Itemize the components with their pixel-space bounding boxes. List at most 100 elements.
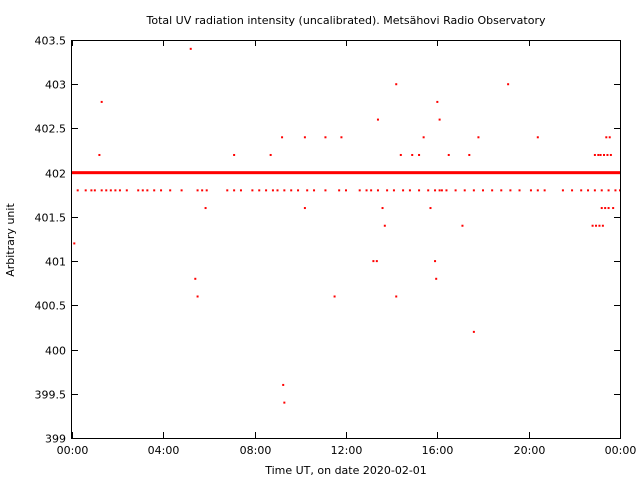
data-point [189, 47, 192, 50]
data-point [434, 260, 437, 263]
data-point-baseline [257, 171, 259, 175]
data-point-baseline [573, 171, 575, 175]
data-point [84, 189, 87, 192]
data-point-baseline [287, 171, 289, 175]
x-tick-label: 00:00 [57, 444, 89, 457]
data-point-baseline [219, 171, 221, 175]
data-point-baseline [189, 171, 191, 175]
data-point-baseline [455, 171, 457, 175]
data-point-baseline [205, 171, 207, 175]
y-tick-label: 399.5 [35, 389, 67, 402]
data-point-baseline [279, 171, 281, 175]
data-point-baseline [531, 171, 533, 175]
data-point [269, 153, 272, 156]
data-point-baseline [251, 171, 253, 175]
data-point-baseline [427, 171, 429, 175]
data-point-baseline [195, 171, 197, 175]
data-point [226, 189, 229, 192]
data-point [358, 189, 361, 192]
data-point-baseline [383, 171, 385, 175]
data-point-baseline [553, 171, 555, 175]
data-point-baseline [303, 171, 305, 175]
data-point-baseline [569, 171, 571, 175]
data-point-baseline [373, 171, 375, 175]
data-point-baseline [271, 171, 273, 175]
data-point [372, 260, 375, 263]
data-point [169, 189, 172, 192]
data-point-baseline [79, 171, 81, 175]
data-point [472, 330, 475, 333]
data-point-baseline [135, 171, 137, 175]
data-point [381, 207, 384, 210]
data-point [290, 189, 293, 192]
data-point [509, 189, 512, 192]
data-point-baseline [157, 171, 159, 175]
data-point-baseline [537, 171, 539, 175]
data-point [472, 189, 475, 192]
data-point-baseline [83, 171, 85, 175]
data-point-baseline [127, 171, 129, 175]
data-point-baseline [371, 171, 373, 175]
data-point [399, 153, 402, 156]
data-point-baseline [245, 171, 247, 175]
data-point [345, 189, 347, 192]
data-point-baseline [249, 171, 251, 175]
data-point-baseline [343, 171, 345, 175]
data-point-baseline [267, 171, 269, 175]
data-point-baseline [107, 171, 109, 175]
data-point-baseline [587, 171, 589, 175]
data-point-baseline [509, 171, 511, 175]
data-point-baseline [563, 171, 565, 175]
data-point-baseline [363, 171, 365, 175]
data-point-baseline [197, 171, 199, 175]
data-point-baseline [161, 171, 163, 175]
data-point-baseline [577, 171, 579, 175]
data-point-baseline [459, 171, 461, 175]
data-point [370, 189, 373, 192]
data-point [276, 189, 279, 192]
data-point-baseline [105, 171, 107, 175]
data-point-baseline [421, 171, 423, 175]
data-point-baseline [423, 171, 425, 175]
data-point [591, 224, 594, 227]
data-point-baseline [149, 171, 151, 175]
data-point-baseline [615, 171, 617, 175]
data-point-baseline [331, 171, 333, 175]
data-point-baseline [357, 171, 359, 175]
data-point-baseline [561, 171, 563, 175]
data-point-baseline [253, 171, 255, 175]
data-point [338, 189, 341, 192]
data-point-baseline [581, 171, 583, 175]
data-point-baseline [217, 171, 219, 175]
data-point [608, 136, 611, 139]
data-point-baseline [551, 171, 553, 175]
data-point [411, 153, 414, 156]
data-point [427, 189, 430, 192]
data-point-baseline [443, 171, 445, 175]
data-point [587, 189, 590, 192]
data-point [376, 189, 379, 192]
data-point [463, 189, 466, 192]
data-point-baseline [321, 171, 323, 175]
data-point-baseline [77, 171, 79, 175]
data-point-baseline [165, 171, 167, 175]
data-point-baseline [409, 171, 411, 175]
data-point-baseline [453, 171, 455, 175]
data-point-baseline [235, 171, 237, 175]
data-point-baseline [413, 171, 415, 175]
data-point [383, 224, 386, 227]
data-point [598, 224, 601, 227]
data-point [180, 189, 183, 192]
data-point [109, 189, 112, 192]
data-point-baseline [241, 171, 243, 175]
data-point-baseline [591, 171, 593, 175]
data-point-baseline [335, 171, 337, 175]
data-point-baseline [187, 171, 189, 175]
data-point-baseline [315, 171, 317, 175]
data-point-baseline [227, 171, 229, 175]
data-point-baseline [265, 171, 267, 175]
data-point [90, 189, 93, 192]
data-point [303, 207, 306, 210]
data-point-baseline [145, 171, 147, 175]
data-point-baseline [503, 171, 505, 175]
